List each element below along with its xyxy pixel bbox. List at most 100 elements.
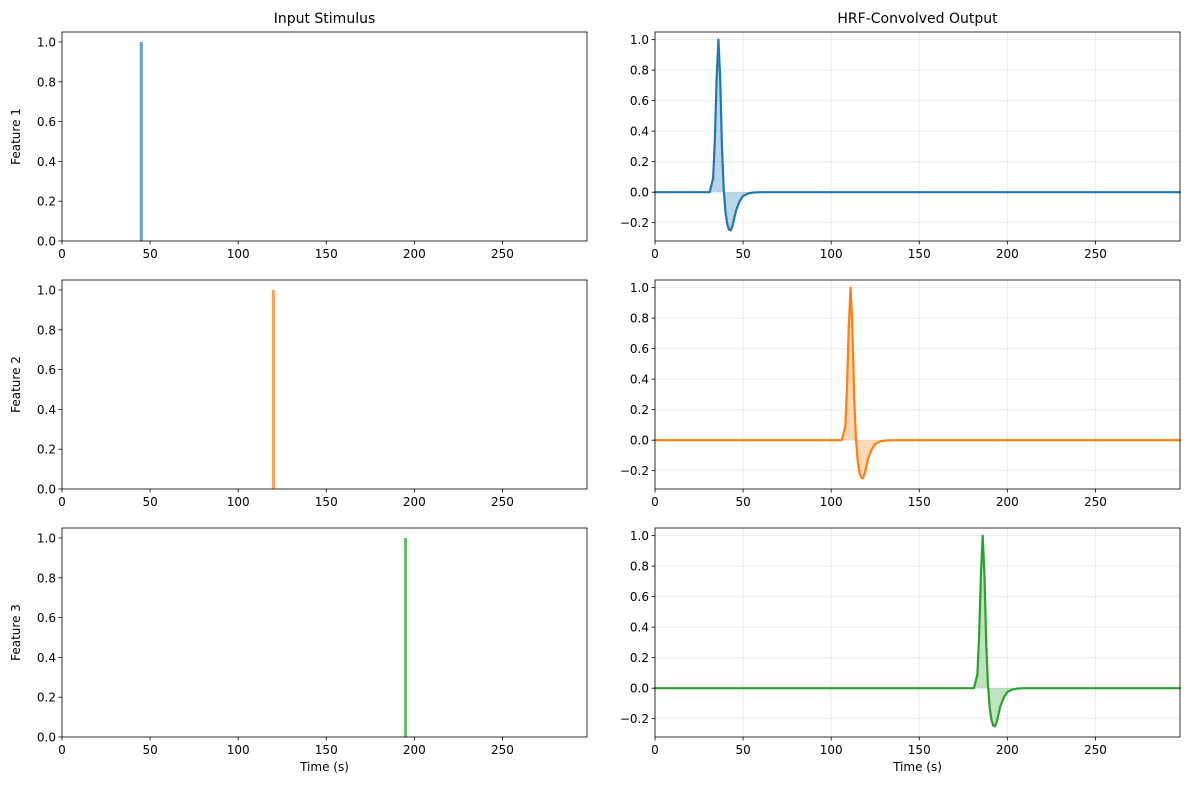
x-tick-label: 150 [908, 247, 931, 261]
y-tick-label: 0.8 [630, 560, 649, 574]
response-line [653, 38, 1182, 232]
y-tick-label: 0.0 [630, 682, 649, 696]
x-tick-label: 200 [996, 495, 1019, 509]
x-tick-label: 200 [403, 495, 426, 509]
axes-frame [654, 31, 1181, 242]
x-tick-label: 0 [58, 247, 66, 261]
x-tick-label: 250 [1084, 247, 1107, 261]
y-tick-label: 1.0 [630, 529, 649, 543]
x-tick-label: 100 [227, 247, 250, 261]
x-tick-label: 150 [315, 743, 338, 757]
x-tick-label: 200 [996, 743, 1019, 757]
y-tick-label: 0.2 [630, 403, 649, 417]
y-tick-label: 0.0 [630, 186, 649, 200]
y-tick-label: 0.0 [37, 235, 56, 249]
x-tick-label: 250 [491, 743, 514, 757]
axes-frame [654, 527, 1181, 738]
y-axis-label: Feature 1 [9, 108, 23, 165]
y-tick-label: −0.2 [620, 464, 649, 478]
response-fill-area [655, 535, 1180, 727]
y-tick-label: 0.6 [630, 94, 649, 108]
axes-frame [61, 279, 588, 490]
subplot-title: HRF-Convolved Output [837, 11, 998, 27]
x-tick-label: 200 [403, 247, 426, 261]
x-tick-label: 0 [651, 247, 659, 261]
axes-frame [61, 31, 588, 242]
x-tick-label: 150 [315, 495, 338, 509]
y-tick-label: 0.4 [630, 125, 649, 139]
stimulus-bar [404, 537, 408, 737]
subplot-2-2: 0 50 100 150 200 250 −0.2 0.0 0.2 0.4 0.6 0.8 1.0 [620, 279, 1182, 509]
y-tick-label: 1.0 [37, 531, 56, 545]
y-axis-label: Feature 2 [9, 356, 23, 413]
x-tick-label: 150 [315, 247, 338, 261]
x-tick-label: 250 [491, 495, 514, 509]
y-tick-label: 1.0 [37, 35, 56, 49]
y-tick-label: 0.8 [37, 75, 56, 89]
x-tick-label: 50 [142, 495, 157, 509]
y-tick-label: 0.8 [630, 64, 649, 78]
y-tick-label: 0.4 [37, 155, 56, 169]
y-tick-label: 0.2 [37, 195, 56, 209]
x-tick-label: 0 [651, 495, 659, 509]
y-tick-label: 0.2 [630, 651, 649, 665]
y-tick-label: 0.4 [37, 651, 56, 665]
subplot-2-1: 0 50 100 150 200 250 0.0 0.2 0.4 0.6 0.8 1.0 Feature… [9, 279, 588, 509]
x-tick-label: 150 [908, 743, 931, 757]
response-fill-area [655, 287, 1180, 479]
y-tick-label: 0.8 [630, 312, 649, 326]
y-tick-label: 0.4 [37, 403, 56, 417]
x-tick-label: 0 [58, 743, 66, 757]
y-tick-label: 0.0 [630, 434, 649, 448]
x-tick-label: 50 [142, 247, 157, 261]
y-tick-label: 0.6 [37, 115, 56, 129]
y-tick-label: −0.2 [620, 216, 649, 230]
y-tick-label: 1.0 [630, 281, 649, 295]
y-tick-label: 0.6 [630, 590, 649, 604]
x-tick-label: 100 [820, 743, 843, 757]
x-tick-label: 0 [651, 743, 659, 757]
x-axis-label: Time (s) [892, 760, 942, 774]
subplot-1-1: 0 50 100 150 200 250 0.0 0.2 0.4 0.6 0.8 1.0 Input S… [9, 11, 588, 261]
y-tick-label: 0.4 [630, 373, 649, 387]
axes-frame [654, 279, 1181, 490]
y-tick-label: 0.6 [37, 363, 56, 377]
y-tick-label: 1.0 [37, 283, 56, 297]
x-tick-label: 200 [996, 247, 1019, 261]
x-tick-label: 50 [142, 743, 157, 757]
subplot-1-2: 0 50 100 150 200 250 −0.2 0.0 0.2 0.4 0.6 0.8 1.0 HRF… [620, 11, 1182, 261]
x-tick-label: 100 [820, 495, 843, 509]
x-tick-label: 100 [227, 495, 250, 509]
x-tick-label: 0 [58, 495, 66, 509]
response-fill-area [655, 39, 1180, 231]
y-tick-label: 0.2 [37, 443, 56, 457]
y-tick-label: 0.6 [630, 342, 649, 356]
axes-frame [61, 527, 588, 738]
x-tick-label: 100 [227, 743, 250, 757]
y-tick-label: 0.0 [37, 731, 56, 745]
y-tick-label: 1.0 [630, 33, 649, 47]
y-axis-label: Feature 3 [9, 604, 23, 661]
subplot-3-1: 0 50 100 150 200 250 0.0 0.2 0.4 0.6 0.8 1.0 Feature… [9, 527, 588, 774]
x-tick-label: 200 [403, 743, 426, 757]
y-tick-label: 0.2 [630, 155, 649, 169]
x-tick-label: 50 [735, 743, 750, 757]
y-tick-label: −0.2 [620, 712, 649, 726]
x-tick-label: 250 [491, 247, 514, 261]
x-tick-label: 250 [1084, 743, 1107, 757]
y-tick-label: 0.6 [37, 611, 56, 625]
x-tick-label: 100 [820, 247, 843, 261]
stimulus-bar [271, 289, 275, 489]
x-axis-label: Time (s) [299, 760, 349, 774]
y-tick-label: 0.8 [37, 571, 56, 585]
stimulus-bar [139, 41, 143, 242]
y-tick-label: 0.4 [630, 621, 649, 635]
subplot-title: Input Stimulus [274, 11, 376, 27]
y-tick-label: 0.8 [37, 323, 56, 337]
response-line [653, 534, 1182, 728]
x-tick-label: 50 [735, 247, 750, 261]
x-tick-label: 150 [908, 495, 931, 509]
y-tick-label: 0.0 [37, 483, 56, 497]
y-tick-label: 0.2 [37, 691, 56, 705]
